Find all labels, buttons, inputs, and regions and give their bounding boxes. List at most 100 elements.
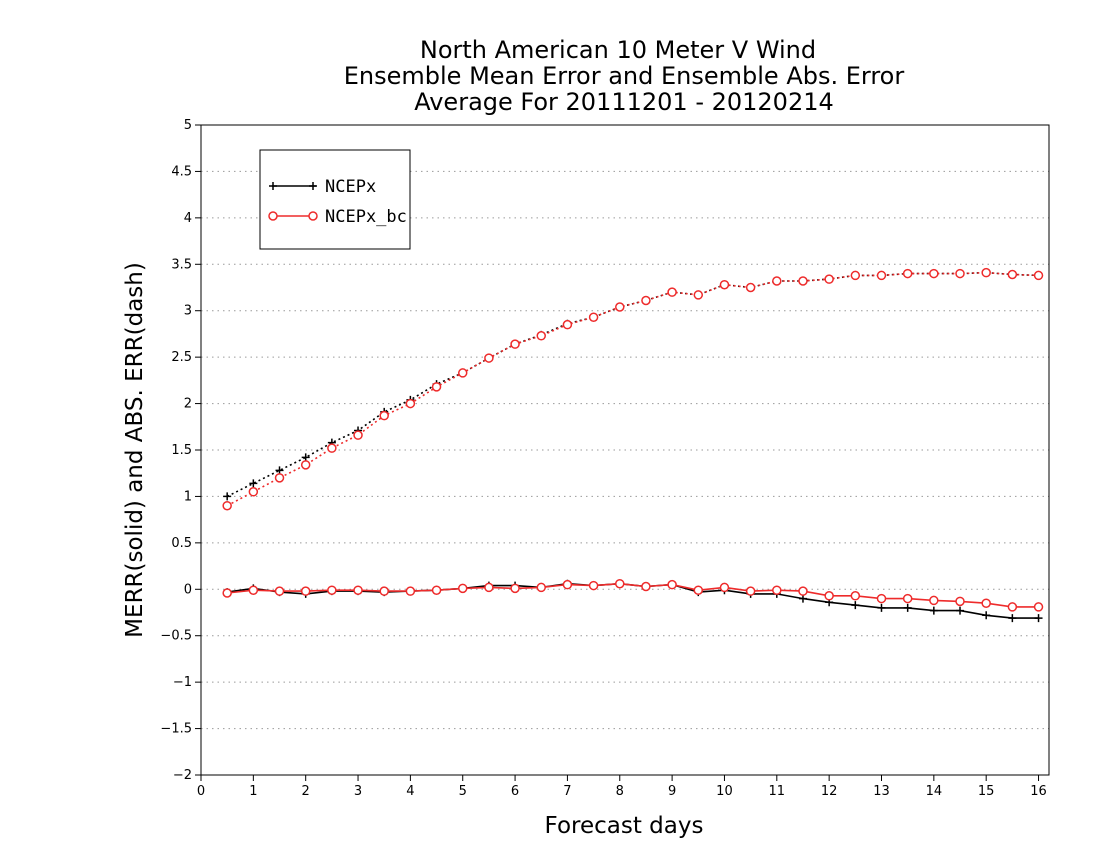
data-point-ncepx-mean-error (877, 603, 886, 612)
data-point-ncepx-mean-error (903, 603, 912, 612)
y-tick-label: 3.5 (171, 257, 192, 272)
data-point-ncepx-bc-abs-error (745, 282, 756, 293)
y-tick-label: 4.5 (171, 164, 192, 179)
data-point-ncepx-bc-abs-error (615, 302, 625, 312)
data-point-ncepx-mean-error (798, 594, 807, 603)
data-point-ncepx-bc-mean-error (300, 586, 311, 596)
data-point-ncepx-bc-abs-error (929, 268, 939, 279)
data-point-ncepx-mean-error (1034, 614, 1043, 623)
data-point-ncepx-bc-mean-error (641, 581, 651, 592)
data-point-ncepx-bc-abs-error (510, 339, 520, 349)
data-point-ncepx-bc-mean-error (929, 595, 939, 606)
data-point-ncepx-bc-abs-error (484, 353, 494, 363)
data-point-ncepx-bc-mean-error (693, 585, 704, 595)
data-point-ncepx-bc-abs-error (850, 270, 861, 281)
data-point-ncepx-bc-mean-error (353, 585, 363, 595)
data-point-ncepx-abs-error (275, 466, 284, 475)
y-tick-label: 3 (184, 304, 192, 319)
data-point-ncepx-bc-mean-error (850, 591, 861, 601)
legend-label-ncepx: NCEPx (325, 177, 376, 197)
chart-title-line-2: Ensemble Mean Error and Ensemble Abs. Er… (344, 62, 905, 90)
data-point-ncepx-bc-mean-error (222, 588, 232, 598)
data-point-ncepx-abs-error (301, 453, 310, 462)
data-point-ncepx-mean-error (851, 601, 860, 610)
data-point-ncepx-bc-abs-error (248, 487, 259, 497)
x-tick-label: 13 (873, 784, 890, 799)
data-point-ncepx-bc-abs-error (562, 319, 573, 330)
data-point-ncepx-bc-mean-error (379, 586, 389, 596)
x-tick-label: 6 (511, 784, 519, 799)
data-point-ncepx-bc-abs-error (588, 312, 599, 322)
x-tick-label: 9 (668, 784, 676, 799)
data-point-ncepx-bc-abs-error (457, 368, 468, 378)
y-tick-label: −1 (173, 675, 192, 690)
data-point-ncepx-bc-abs-error (719, 279, 730, 290)
data-point-ncepx-bc-abs-error (641, 295, 651, 306)
data-point-ncepx-bc-abs-error (876, 270, 887, 281)
y-tick-label: 1 (184, 489, 192, 504)
data-point-ncepx-bc-abs-error (274, 473, 285, 483)
legend: NCEPx NCEPx_bc (259, 149, 411, 250)
x-tick-label: 3 (354, 784, 362, 799)
y-axis-label: MERR(solid) and ABS. ERR(dash) (122, 262, 148, 638)
data-point-ncepx-bc-mean-error (719, 582, 730, 593)
data-point-ncepx-bc-mean-error (1007, 602, 1018, 612)
data-point-ncepx-bc-mean-error (405, 586, 416, 596)
data-point-ncepx-bc-mean-error (274, 586, 285, 596)
data-point-ncepx-bc-mean-error (248, 585, 259, 595)
legend-item-ncepx-bc: NCEPx_bc (268, 207, 407, 227)
data-point-ncepx-bc-mean-error (798, 586, 808, 596)
data-point-ncepx-mean-error (929, 606, 938, 615)
data-point-ncepx-bc-mean-error (955, 596, 965, 607)
legend-plus-marker-icon (269, 182, 317, 190)
series-line-ncepx-bc-mean-error (227, 582, 1039, 608)
data-point-ncepx-bc-abs-error (222, 500, 232, 511)
y-tick-label: −2 (173, 768, 192, 783)
data-point-ncepx-bc-abs-error (379, 410, 389, 421)
data-point-ncepx-bc-abs-error (1007, 269, 1018, 280)
data-point-ncepx-bc-mean-error (745, 586, 756, 596)
x-tick-label: 15 (978, 784, 995, 799)
x-tick-label: 1 (249, 784, 257, 799)
data-point-ncepx-bc-mean-error (615, 578, 625, 589)
data-point-ncepx-bc-mean-error (327, 585, 337, 595)
chart-title: North American 10 Meter V Wind Ensemble … (344, 36, 905, 116)
legend-circle-marker-icon (268, 211, 278, 221)
data-point-ncepx-bc-abs-error (798, 276, 808, 286)
data-point-ncepx-mean-error (956, 606, 965, 615)
data-point-ncepx-bc-mean-error (484, 582, 494, 593)
x-tick-label: 14 (926, 784, 943, 799)
data-point-ncepx-bc-abs-error (405, 398, 416, 409)
chart-title-line-1: North American 10 Meter V Wind (420, 36, 816, 64)
y-tick-label: 2 (184, 397, 192, 412)
x-tick-label: 7 (563, 784, 571, 799)
data-point-ncepx-bc-mean-error (876, 593, 887, 604)
x-tick-label: 12 (821, 784, 838, 799)
y-tick-label: 2.5 (171, 350, 192, 365)
data-point-ncepx-bc-abs-error (300, 460, 311, 470)
data-point-ncepx-abs-error (249, 479, 258, 488)
data-point-ncepx-bc-abs-error (772, 276, 782, 286)
y-tick-label: −1.5 (160, 722, 192, 737)
data-point-ncepx-bc-mean-error (562, 579, 573, 590)
data-point-ncepx-bc-abs-error (667, 287, 677, 297)
y-tick-label: 1.5 (171, 443, 192, 458)
y-tick-label: 0.5 (171, 536, 192, 551)
x-axis: 0 1 2 3 4 5 6 7 8 9 10 11 12 13 14 15 16 (197, 775, 1047, 799)
x-tick-label: 10 (716, 784, 733, 799)
legend-item-ncepx: NCEPx (269, 177, 376, 197)
data-point-ncepx-bc-abs-error (1033, 270, 1044, 281)
grid (201, 170, 1049, 730)
data-point-ncepx-bc-abs-error (327, 443, 337, 453)
legend-box (259, 149, 411, 250)
y-tick-label: 5 (184, 118, 192, 133)
series-line-ncepx-bc-abs-error (226, 271, 1039, 507)
data-point-ncepx-bc-mean-error (510, 583, 520, 594)
data-point-ncepx-mean-error (982, 611, 991, 620)
y-tick-label: −0.5 (160, 629, 192, 644)
y-axis: 5 4.5 4 3.5 3 2.5 2 1.5 1 0.5 0 −0.5 −1 −1.5 −2 (160, 118, 201, 783)
data-point-ncepx-bc-mean-error (588, 580, 599, 591)
data-point-ncepx-bc-mean-error (902, 593, 913, 604)
data-point-ncepx-bc-abs-error (536, 331, 546, 341)
